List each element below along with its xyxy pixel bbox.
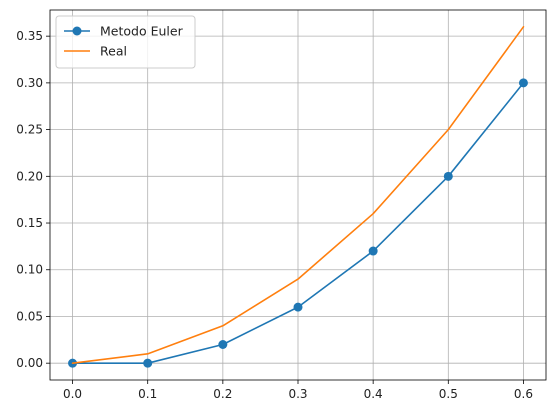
y-tick-label: 0.30 [16, 76, 43, 90]
grid-layer [50, 10, 546, 380]
y-tick-label: 0.35 [16, 29, 43, 43]
y-tick-label: 0.05 [16, 309, 43, 323]
data-point-metodo-euler [518, 78, 528, 88]
x-tick-label: 0.5 [439, 387, 458, 401]
x-tick-label: 0.2 [213, 387, 232, 401]
tick-layer: 0.0 0.1 0.2 0.3 0.4 0.5 0.6 0.00 0.05 0.10 0.15 0.2… [16, 29, 533, 401]
y-tick-label: 0.15 [16, 216, 43, 230]
x-tick-label: 0.4 [364, 387, 383, 401]
data-point-metodo-euler [443, 171, 453, 181]
data-point-metodo-euler [218, 339, 228, 349]
series-line-real [71, 26, 525, 364]
legend-box [55, 15, 196, 69]
y-tick-label: 0.00 [16, 356, 43, 370]
data-point-metodo-euler [368, 246, 378, 256]
x-tick-label: 0.1 [138, 387, 157, 401]
legend-marker-metodo-euler [72, 26, 82, 36]
x-tick-label: 0.6 [514, 387, 533, 401]
legend-label-metodo-euler: Metodo Euler [100, 24, 184, 39]
y-tick-label: 0.25 [16, 123, 43, 137]
y-tick-label: 0.20 [16, 169, 43, 183]
legend: Metodo Euler Real [55, 15, 196, 69]
data-point-metodo-euler [143, 358, 153, 368]
series-layer [68, 26, 528, 368]
legend-label-real: Real [100, 44, 127, 59]
x-tick-label: 0.0 [63, 387, 82, 401]
data-point-metodo-euler [293, 302, 303, 312]
y-tick-label: 0.10 [16, 263, 43, 277]
x-tick-label: 0.3 [288, 387, 307, 401]
